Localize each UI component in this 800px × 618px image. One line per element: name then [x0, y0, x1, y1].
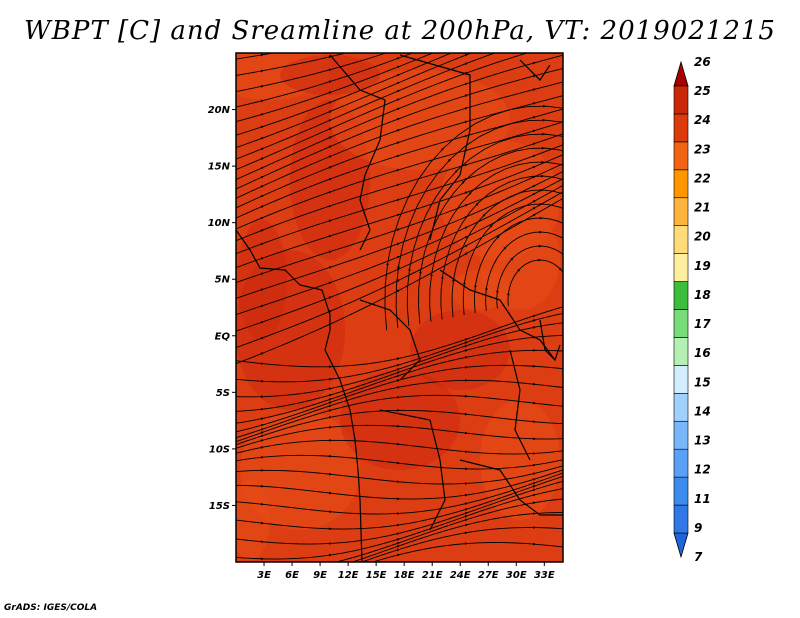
colorbar-label: 23 — [694, 142, 711, 156]
colorbar-box — [673, 309, 689, 338]
lon-tick-label: 21E — [422, 570, 443, 581]
colorbar-label: 24 — [694, 113, 711, 127]
colorbar-label: 14 — [694, 404, 711, 418]
colorbar-label: 16 — [694, 346, 711, 360]
colorbar-box — [673, 113, 689, 143]
colorbar-label: 12 — [694, 463, 711, 477]
colorbar-top-triangle — [673, 60, 689, 87]
lat-tick-label: 10N — [208, 218, 231, 229]
colorbar: 7 9 11 12 13 14 15 16 17 18 19 20 21 22 23 24 25 26 — [673, 55, 711, 564]
lon-tick-label: 27E — [478, 570, 499, 581]
colorbar-box — [673, 420, 689, 450]
lon-tick-label: 24E — [450, 570, 471, 581]
lat-tick-label: 15N — [208, 162, 231, 173]
lon-tick-label: 9E — [313, 570, 327, 581]
lat-tick-label: 15S — [209, 501, 230, 512]
lat-tick-label: 5S — [216, 388, 230, 399]
colorbar-box — [673, 141, 689, 171]
field-shade — [480, 400, 560, 520]
colorbar-box — [673, 197, 689, 226]
colorbar-box — [673, 169, 689, 199]
colorbar-box — [673, 476, 689, 506]
colorbar-label: 9 — [694, 521, 702, 535]
lat-tick-label: 5N — [215, 275, 231, 286]
colorbar-box — [673, 281, 689, 310]
coastline-borders — [236, 54, 563, 562]
colorbar-label: 17 — [694, 317, 711, 331]
lat-tick-label: 20N — [208, 105, 231, 116]
lon-tick-label: 18E — [394, 570, 415, 581]
lat-tick-label: 10S — [209, 444, 230, 455]
colorbar-box — [673, 448, 689, 478]
colorbar-box — [673, 85, 689, 115]
chart-title: WBPT [C] and Sreamline at 200hPa, VT: 20… — [24, 16, 776, 46]
lon-tick-label: 33E — [534, 570, 555, 581]
colorbar-box — [673, 337, 689, 366]
colorbar-label: 7 — [694, 550, 703, 564]
colorbar-label: 18 — [694, 288, 711, 302]
colorbar-box — [673, 225, 689, 254]
lon-tick-label: 3E — [257, 570, 271, 581]
lon-tick-label: 12E — [338, 570, 359, 581]
lat-tick-label: EQ — [215, 331, 231, 342]
map-frame — [235, 52, 564, 563]
colorbar-box — [673, 253, 689, 282]
colorbar-label: 25 — [694, 84, 711, 98]
grads-credit: GrADS: IGES/COLA — [4, 603, 98, 613]
colorbar-box — [673, 365, 689, 394]
colorbar-box — [673, 504, 689, 534]
colorbar-label: 13 — [694, 434, 711, 448]
colorbar-label: 11 — [694, 492, 711, 506]
colorbar-label: 26 — [694, 55, 711, 69]
lon-tick-label: 15E — [366, 570, 387, 581]
colorbar-label: 21 — [694, 201, 711, 215]
colorbar-label: 22 — [694, 171, 711, 185]
colorbar-label: 19 — [694, 259, 711, 273]
colorbar-bottom-triangle — [673, 532, 689, 559]
field-shade — [410, 310, 510, 390]
lon-tick-label: 30E — [506, 570, 527, 581]
field-shade — [340, 370, 460, 470]
lon-tick-label: 6E — [285, 570, 299, 581]
colorbar-box — [673, 393, 689, 422]
colorbar-label: 20 — [694, 230, 711, 244]
field-shade — [330, 70, 510, 170]
colorbar-label: 15 — [694, 375, 711, 389]
